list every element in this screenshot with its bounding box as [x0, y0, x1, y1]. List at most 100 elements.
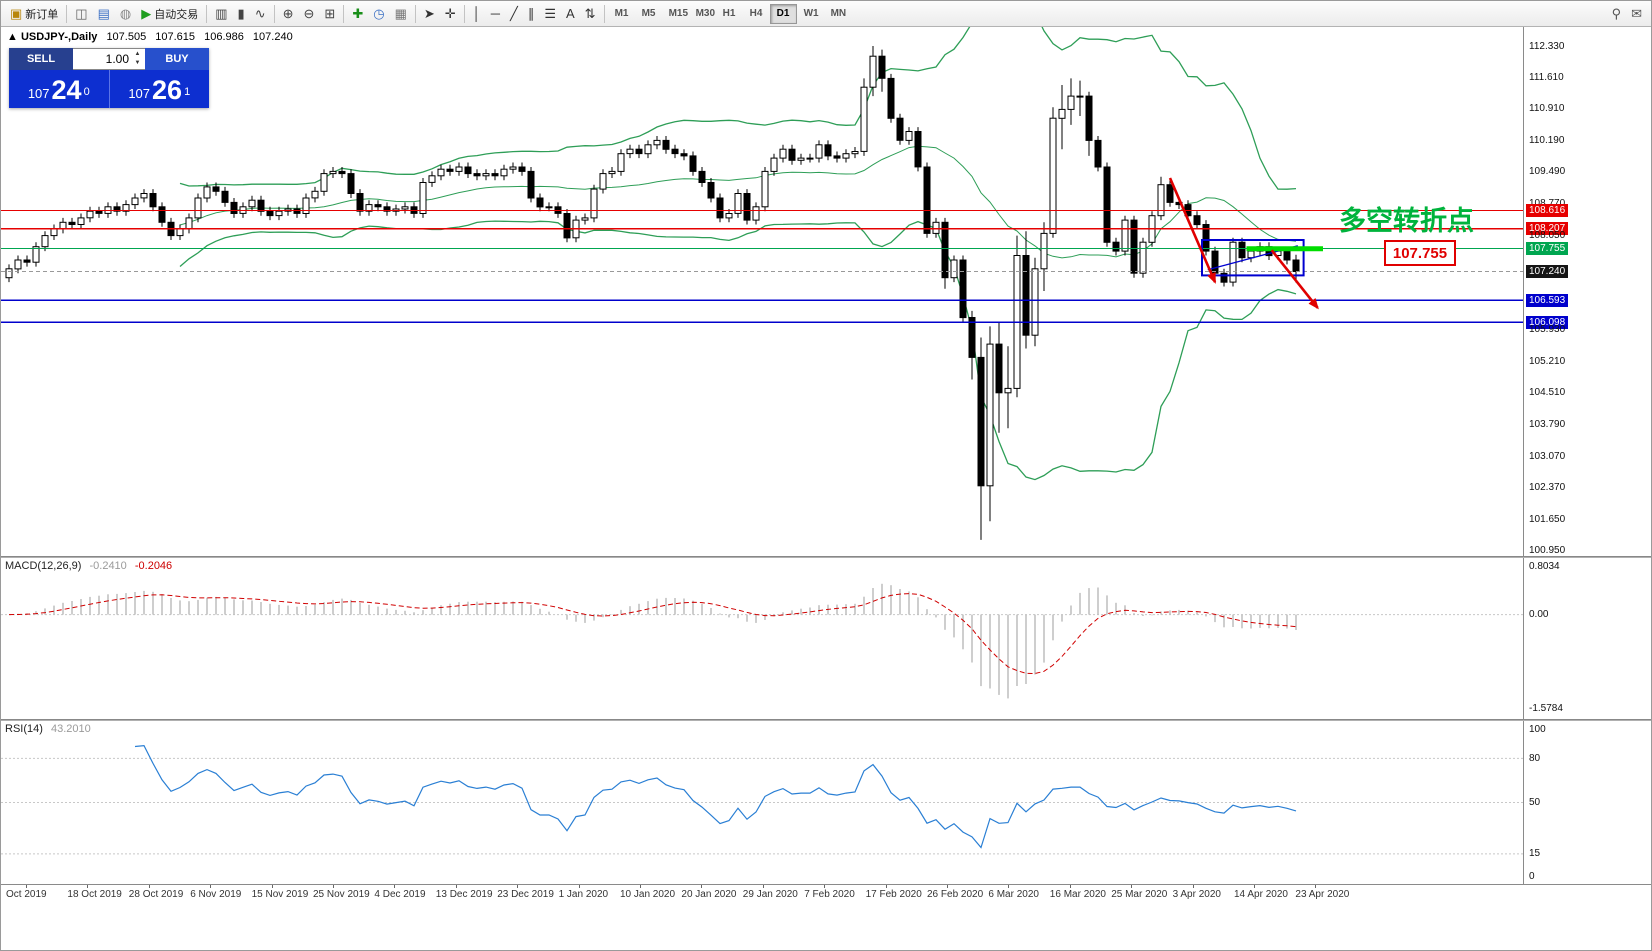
- timeframe-h4[interactable]: H4: [743, 4, 770, 24]
- panel-divider[interactable]: [1, 719, 1651, 721]
- volume-input[interactable]: [73, 49, 145, 69]
- crosshair-button[interactable]: ✛: [440, 3, 461, 25]
- ohlc-close: 107.240: [252, 31, 293, 43]
- zoom-in-glyph: ⊕: [282, 6, 294, 21]
- red-trend-arrow-2[interactable]: [1270, 249, 1319, 310]
- toolbar-separator: [273, 4, 275, 23]
- vertical-line-button[interactable]: │: [468, 3, 486, 25]
- price-tag-text: 107.755: [1393, 245, 1447, 262]
- expand-icon[interactable]: ▲: [7, 31, 18, 43]
- red-trend-arrow-1[interactable]: [1168, 177, 1217, 284]
- templates-button[interactable]: ▦: [390, 3, 412, 25]
- price-chart-canvas: 多空转折点 107.755: [1, 27, 1523, 540]
- buy-button[interactable]: BUY: [145, 48, 209, 70]
- macd-panel[interactable]: 0.8034 0.00 -1.5784 MACD(12,26,9) -0.2410 …: [1, 558, 1651, 719]
- price-axis-label: 101.650: [1529, 513, 1566, 525]
- consolidation-box[interactable]: [1201, 239, 1305, 277]
- timeframe-mn[interactable]: MN: [824, 4, 851, 24]
- toolbar-separator: [463, 4, 465, 23]
- tile-windows-button[interactable]: ⊞: [319, 3, 340, 25]
- line-chart-icon[interactable]: ∿: [250, 3, 271, 25]
- rsi-canvas: [1, 744, 1523, 855]
- price-axis-label: 100.950: [1529, 544, 1566, 556]
- time-axis-tick: [762, 885, 764, 888]
- toolbar-separator: [206, 4, 208, 23]
- zoom-out-button[interactable]: ⊖: [299, 3, 320, 25]
- time-axis-label: 23 Dec 2019: [497, 889, 554, 900]
- bollinger-middle-band: [179, 145, 1297, 259]
- buy-price[interactable]: 107 26 1: [110, 70, 210, 108]
- timeframe-m30[interactable]: M30: [689, 4, 716, 24]
- timeframe-d1[interactable]: D1: [769, 3, 797, 24]
- vertical-line-glyph: │: [472, 6, 481, 21]
- indicators-button[interactable]: ✚: [347, 3, 368, 25]
- sell-price[interactable]: 107 24 0: [9, 70, 109, 108]
- timeframe-m15[interactable]: M15: [662, 4, 689, 24]
- text-glyph: A: [566, 6, 575, 21]
- time-axis-tick: [87, 885, 89, 888]
- macd-canvas: [1, 583, 1523, 699]
- time-axis-label: 25 Mar 2020: [1111, 889, 1168, 900]
- timeframe-w1[interactable]: W1: [797, 4, 824, 24]
- timeframe-h1[interactable]: H1: [716, 4, 743, 24]
- time-axis-label: 18 Oct 2019: [67, 889, 122, 900]
- price-axis-label: 105.210: [1529, 355, 1566, 367]
- one-click-trading-widget: SELL ▲ ▼ BUY 107 24 0 107 26 1: [9, 48, 209, 108]
- new-order-button[interactable]: ▣ 新订单: [5, 3, 63, 25]
- time-axis-tick: [148, 885, 150, 888]
- quick-search-icon[interactable]: ⚲: [1607, 3, 1627, 25]
- time-axis-tick: [210, 885, 212, 888]
- support-icon[interactable]: ◍: [115, 3, 136, 25]
- price-axis-label: 110.910: [1529, 103, 1565, 115]
- price-axis-label: 111.610: [1529, 72, 1564, 84]
- bar-chart-icon[interactable]: ▥: [210, 3, 232, 25]
- cursor-button[interactable]: ➤: [419, 3, 440, 25]
- rsi-panel[interactable]: 100 80 50 15 0 RSI(14) 43.2010: [1, 721, 1651, 884]
- trendline-button[interactable]: ╱: [505, 3, 523, 25]
- text-button[interactable]: A: [561, 3, 580, 25]
- new-order-glyph: ▣: [10, 6, 23, 21]
- support-icon-glyph: ◍: [119, 6, 132, 21]
- rsi-axis-label: 15: [1529, 848, 1541, 860]
- buy-price-point: 1: [184, 86, 191, 98]
- volume-down-button[interactable]: ▼: [134, 60, 141, 66]
- sell-button[interactable]: SELL: [9, 48, 73, 70]
- rsi-axis: 100 80 50 15 0: [1523, 721, 1651, 884]
- macd-value: -0.2410: [89, 560, 127, 572]
- time-axis-label: 10 Jan 2020: [620, 889, 676, 900]
- time-axis-tick: [1315, 885, 1317, 888]
- price-chart-panel[interactable]: 多空转折点 107.755 112.330 111.610 110.910 110.19…: [1, 27, 1651, 556]
- zoom-in-button[interactable]: ⊕: [278, 3, 299, 25]
- price-axis: 112.330 111.610 110.910 110.190 109.490 108.7…: [1523, 27, 1651, 556]
- fibonacci-button[interactable]: ☰: [539, 3, 561, 25]
- candlestick-chart-icon[interactable]: ▮: [233, 3, 250, 25]
- candles: [5, 46, 1300, 540]
- community-chat-icon[interactable]: ✉: [1626, 3, 1647, 25]
- turning-point-text[interactable]: 多空转折点: [1339, 205, 1474, 236]
- time-axis-label: 26 Feb 2020: [927, 889, 984, 900]
- arrows-button[interactable]: ⇅: [580, 3, 601, 25]
- autotrading-button[interactable]: ▶ 自动交易: [136, 3, 203, 25]
- horizontal-line-button[interactable]: ─: [486, 3, 505, 25]
- timeframe-m5[interactable]: M5: [635, 4, 662, 24]
- macd-axis-label: -1.5784: [1529, 703, 1563, 715]
- price-axis-label: 106.098: [1526, 315, 1569, 329]
- channel-button[interactable]: ∥: [523, 3, 540, 25]
- timeframe-m1[interactable]: M1: [608, 4, 635, 24]
- profiles-icon[interactable]: ▤: [93, 3, 115, 25]
- time-axis-label: 6 Mar 2020: [988, 889, 1039, 900]
- price-axis-label: 110.190: [1529, 135, 1565, 147]
- charts-grid-icon[interactable]: ◫: [70, 3, 92, 25]
- sell-price-point: 0: [83, 86, 90, 98]
- periods-button[interactable]: ◷: [368, 3, 389, 25]
- volume-up-button[interactable]: ▲: [134, 51, 141, 57]
- bar-chart-icon-glyph: ▥: [215, 6, 228, 21]
- charts-grid-icon-glyph: ◫: [75, 6, 88, 21]
- time-axis[interactable]: Oct 2019 18 Oct 2019 28 Oct 2019 6 Nov 2019…: [1, 884, 1651, 950]
- price-axis-label: 102.370: [1529, 481, 1566, 493]
- time-axis-label: 13 Dec 2019: [435, 889, 493, 900]
- price-tag-box[interactable]: [1384, 240, 1456, 266]
- rsi-name: RSI(14): [5, 723, 43, 735]
- panel-divider[interactable]: [1, 556, 1651, 558]
